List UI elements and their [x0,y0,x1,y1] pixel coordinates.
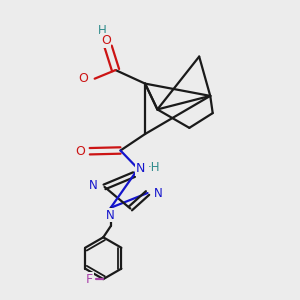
Text: O: O [79,72,88,85]
Text: O: O [101,34,111,47]
Text: N: N [136,162,145,175]
Text: ·H: ·H [148,161,161,175]
Text: N: N [106,209,115,222]
Text: O: O [76,145,85,158]
Text: H: H [98,24,106,37]
Text: N: N [89,179,98,192]
Text: N: N [154,187,163,200]
Text: F: F [86,273,93,286]
